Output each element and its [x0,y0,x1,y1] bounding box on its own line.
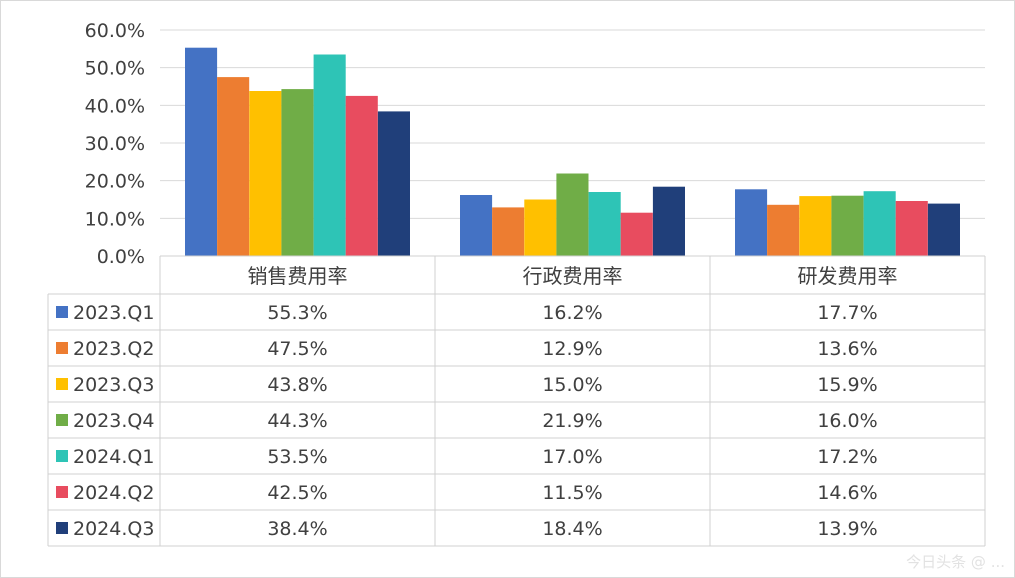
data-label: 15.9% [817,374,877,396]
data-label: 55.3% [267,302,327,324]
data-label: 17.0% [542,446,602,468]
y-tick-label: 30.0% [85,133,145,155]
y-tick-label: 10.0% [85,208,145,230]
data-label: 17.7% [817,302,877,324]
y-tick-label: 0.0% [97,246,145,268]
bar [895,201,928,256]
bar [492,207,525,256]
data-label: 13.6% [817,338,877,360]
bar [217,77,250,256]
bar [735,189,768,256]
watermark: 今日头条 @ ... [906,553,1005,571]
category-label: 研发费用率 [798,264,898,288]
y-tick-label: 20.0% [85,171,145,193]
data-label: 44.3% [267,410,327,432]
bar [345,95,378,257]
y-tick-label: 50.0% [85,58,145,80]
legend-label: 2023.Q1 [73,302,154,324]
data-label: 21.9% [542,410,602,432]
bar [620,212,653,256]
bar [281,89,314,256]
bar [831,195,864,256]
data-label: 17.2% [817,446,877,468]
data-label: 16.2% [542,302,602,324]
data-label: 14.6% [817,482,877,504]
bar [185,47,218,257]
legend-label: 2024.Q1 [73,446,154,468]
bar [249,91,282,256]
data-label: 11.5% [542,482,602,504]
legend-label: 2023.Q2 [73,338,154,360]
bar [524,199,557,256]
legend-label: 2024.Q2 [73,482,154,504]
bar [313,54,346,256]
category-label: 销售费用率 [248,264,348,288]
legend-swatch [56,486,68,498]
data-label: 12.9% [542,338,602,360]
data-label: 43.8% [267,374,327,396]
legend-swatch [56,342,68,354]
legend-label: 2024.Q3 [73,518,154,540]
legend-swatch [56,306,68,318]
category-label: 行政费用率 [523,264,623,288]
data-label: 53.5% [267,446,327,468]
data-label: 18.4% [542,518,602,540]
legend-label: 2023.Q3 [73,374,154,396]
data-label: 47.5% [267,338,327,360]
data-label: 42.5% [267,482,327,504]
bar [460,195,493,256]
data-label: 38.4% [267,518,327,540]
bar [556,173,589,256]
legend-swatch [56,378,68,390]
legend-swatch [56,414,68,426]
bar [927,203,960,256]
bar [863,191,896,256]
legend-label: 2023.Q4 [73,410,154,432]
legend-swatch [56,522,68,534]
data-label: 16.0% [817,410,877,432]
bar [652,186,685,256]
y-tick-label: 40.0% [85,95,145,117]
data-label: 13.9% [817,518,877,540]
legend-swatch [56,450,68,462]
bar [588,192,621,256]
bar [377,111,410,257]
data-label: 15.0% [542,374,602,396]
y-tick-label: 60.0% [85,20,145,42]
bar [799,196,832,256]
bar [767,204,800,256]
